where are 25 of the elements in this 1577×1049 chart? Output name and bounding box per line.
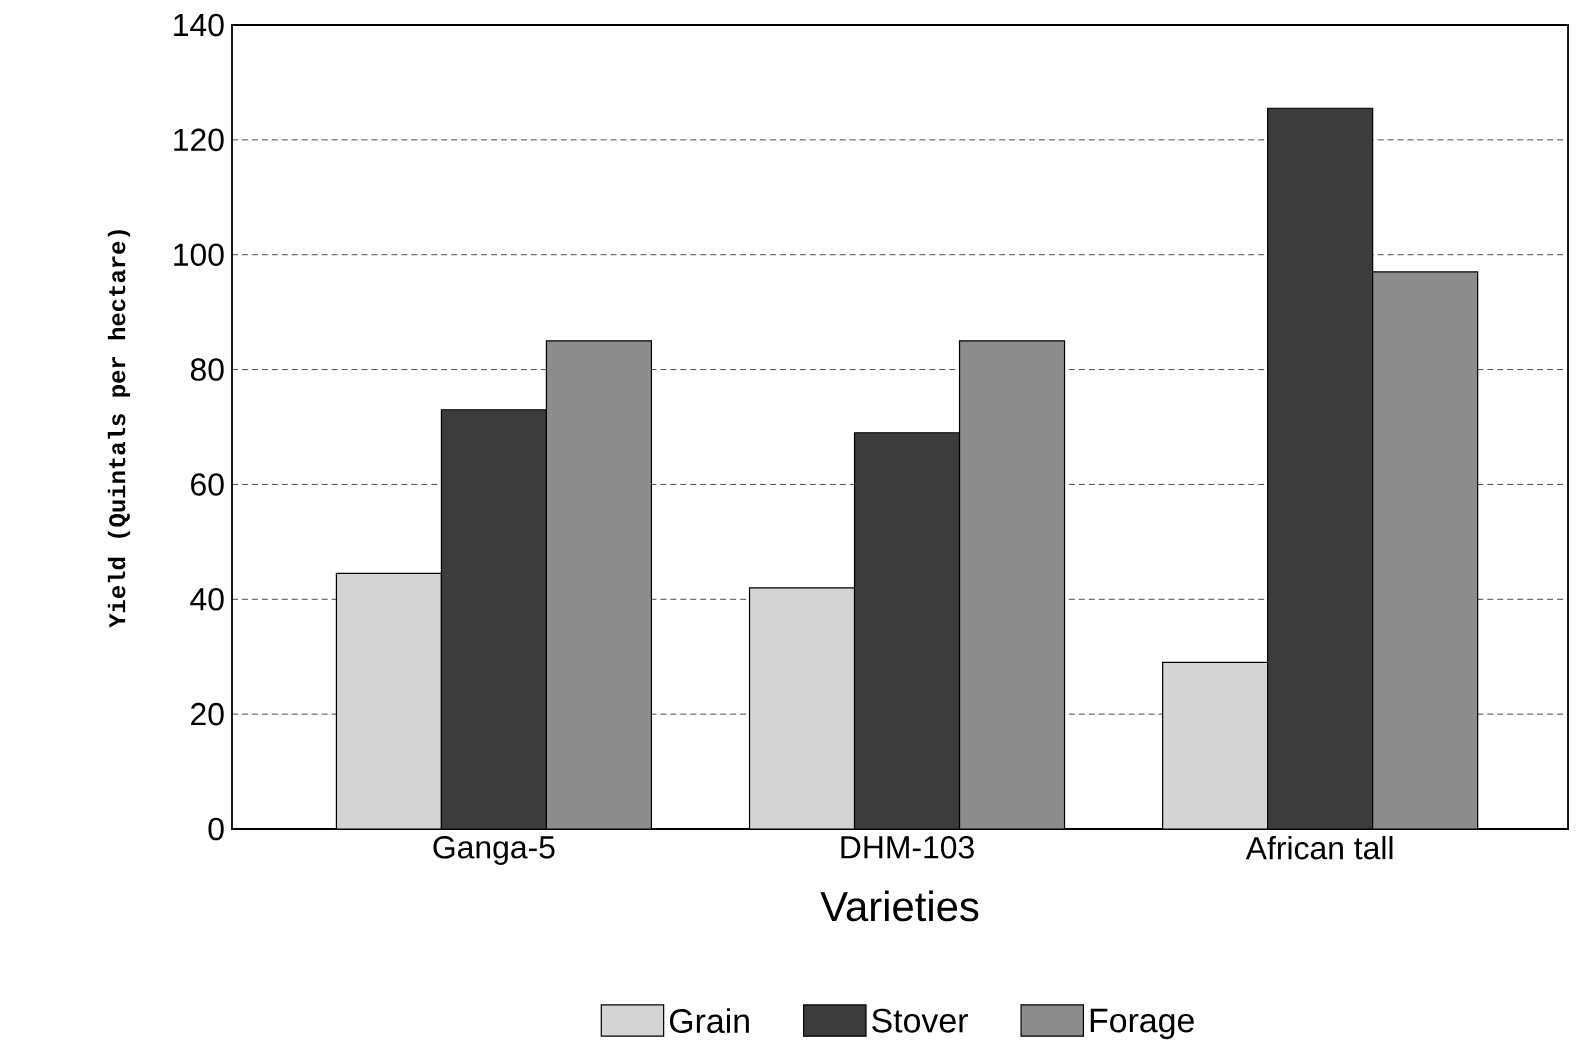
legend-label: Stover (872, 1008, 968, 1033)
bar (749, 587, 855, 829)
x-tick-label: African tall (1245, 836, 1393, 860)
y-tick-label: 100 (174, 243, 224, 266)
y-tick-label: 60 (191, 473, 224, 496)
y-tick-label: 20 (191, 702, 224, 726)
legend-label: Grain (669, 1008, 749, 1034)
legend-label: Forage (1090, 1008, 1194, 1040)
x-tick-label: Ganga-5 (433, 836, 555, 865)
x-axis-title: Varieties (820, 890, 979, 922)
bar (1372, 271, 1479, 829)
y-tick-label: 80 (190, 358, 224, 381)
bar (440, 409, 548, 829)
y-axis-title: Yield (Quintals per hectare) (107, 230, 131, 628)
bar (335, 572, 443, 829)
x-tick-label: DHM-103 (841, 836, 974, 859)
bar (1267, 107, 1374, 829)
y-tick-label: 140 (174, 13, 224, 37)
bar (854, 432, 960, 829)
bar (545, 340, 653, 829)
bar (959, 340, 1065, 829)
y-tick-label: 40 (190, 588, 224, 611)
y-tick-label: 0 (208, 817, 224, 841)
y-tick-label: 120 (174, 128, 224, 152)
bar (1162, 661, 1269, 829)
